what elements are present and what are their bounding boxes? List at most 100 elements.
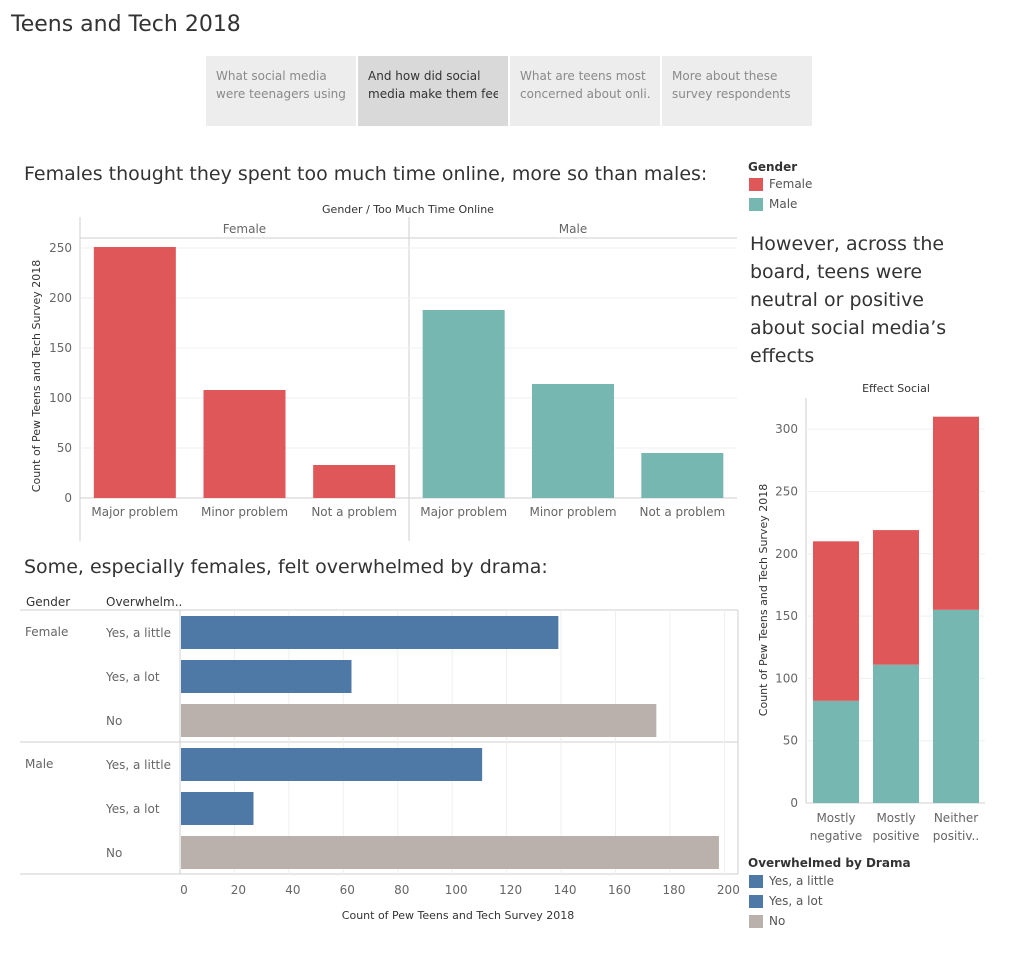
chart3-x-tick: positiv.. [933,829,979,843]
legend-label-yes-a-lot: Yes, a lot [769,894,823,908]
chart1-y-tick: 250 [49,241,72,255]
nav-tab-4[interactable]: More about these survey respondents [662,56,812,126]
chart2-header-overwhelmed: Overwhelm.. [106,595,182,609]
chart3-y-tick: 250 [775,484,798,498]
chart1-bar [422,310,505,498]
chart2-bar [181,660,352,693]
nav-tab-label: What social media [216,69,327,83]
nav-tab-3[interactable]: What are teens most concerned about onli.… [510,56,660,126]
legend-item-male[interactable]: Male [749,197,797,211]
section-title-drama: Some, especially females, felt overwhelm… [24,556,548,578]
chart2-group-label: Female [25,625,68,639]
chart2-x-label: Count of Pew Teens and Tech Survey 2018 [342,909,574,922]
dashboard-title: Teens and Tech 2018 [11,12,241,37]
legend-swatch-no [749,914,763,928]
chart2-row-label: Yes, a lot [105,802,160,816]
chart3-title: Effect Social [862,382,930,395]
nav-tab-label: And how did social [368,69,481,83]
chart1-bar [93,247,176,498]
nav-tab-label: survey respondents [672,87,791,101]
chart2-x-tick: 140 [554,883,577,897]
chart2-header-gender: Gender [26,595,70,609]
chart1-panel-label: Female [223,222,266,236]
chart1-y-label: Count of Pew Teens and Tech Survey 2018 [30,260,43,492]
chart1-y-tick: 200 [49,291,72,305]
chart3-x-tick: negative [810,829,862,843]
chart3-bar-segment [873,664,919,803]
chart3-x-tick: Mostly [816,811,855,825]
nav-tab-1[interactable]: What social media were teenagers using.. [206,56,356,126]
legend-swatch-female [749,177,763,191]
nav-tab-label: were teenagers using.. [216,87,346,101]
legend-gender-title: Gender [748,160,798,174]
chart1-bar [532,384,614,498]
legend-item-no[interactable]: No [749,914,785,928]
chart3-y-tick: 100 [775,671,798,685]
chart3-bar-segment [813,541,859,701]
legend-label-no: No [769,914,786,928]
chart2-bar [181,704,657,737]
chart1-panel-label: Male [559,222,587,236]
chart2-bar [181,616,559,649]
chart1-bar [313,465,396,498]
chart2-bar [181,836,719,869]
nav-tab-label: What are teens most [520,69,646,83]
chart2-x-tick: 160 [608,883,631,897]
chart3-bar-segment [873,530,919,665]
chart2-x-tick: 20 [231,883,246,897]
chart3-y-tick: 150 [775,609,798,623]
nav-tab-2[interactable]: And how did social media make them fee.. [358,56,508,126]
chart3-x-tick: Neither [934,811,978,825]
chart1-title: Gender / Too Much Time Online [322,203,494,216]
legend-item-yes-a-lot[interactable]: Yes, a lot [749,894,823,908]
chart2-x-tick: 200 [717,883,740,897]
legend-swatch-yes-a-little [749,874,763,888]
chart3-y-tick: 300 [775,422,798,436]
legend-item-yes-a-little[interactable]: Yes, a little [749,874,834,888]
chart2-x-tick: 80 [394,883,409,897]
chart1-bar [641,453,724,498]
chart2-x-tick: 40 [285,883,300,897]
chart1-bar [203,390,286,498]
chart2-row-label: Yes, a lot [105,670,160,684]
chart2-bar [181,748,483,781]
chart1-x-tick: Minor problem [201,505,288,519]
chart2-row-label: Yes, a little [105,626,171,640]
chart3-x-tick: Mostly [876,811,915,825]
chart3-y-tick: 200 [775,547,798,561]
legend-drama-title: Overwhelmed by Drama [748,856,911,870]
chart1-x-tick: Not a problem [311,505,397,519]
chart2-row-label: No [106,714,122,728]
chart3-y-label: Count of Pew Teens and Tech Survey 2018 [757,484,770,716]
chart2-x-tick: 100 [445,883,468,897]
chart1-x-tick: Not a problem [639,505,725,519]
chart2-row-label: No [106,846,122,860]
chart2-row-label: Yes, a little [105,758,171,772]
chart3-y-tick: 50 [783,734,798,748]
chart3-bar-segment [813,700,859,803]
legend-item-female[interactable]: Female [749,177,812,191]
chart1-y-tick: 50 [57,441,72,455]
chart2-x-tick: 180 [662,883,685,897]
chart1-x-tick: Major problem [420,505,507,519]
chart3-y-tick: 0 [790,796,798,810]
legend-label-female: Female [769,177,813,191]
nav-tab-label: media make them fee.. [368,87,498,101]
chart2-x-tick: 60 [340,883,355,897]
chart1-y-tick: 150 [49,341,72,355]
chart1-x-tick: Major problem [91,505,178,519]
section-title-effect-social: However, across the board, teens were ne… [750,233,947,367]
chart3-bar-segment [933,416,979,610]
chart2-bar [181,792,254,825]
chart1-x-tick: Minor problem [529,505,616,519]
chart3-x-tick: positive [872,829,919,843]
legend-swatch-male [749,197,763,211]
nav-tab-label: concerned about onli.. [520,87,650,101]
chart1-y-tick: 0 [64,491,72,505]
chart2-group-label: Male [25,757,53,771]
legend-swatch-yes-a-lot [749,894,763,908]
section-title-time-online: Females thought they spent too much time… [24,163,708,185]
chart1-y-tick: 100 [49,391,72,405]
legend-label-male: Male [769,197,798,211]
